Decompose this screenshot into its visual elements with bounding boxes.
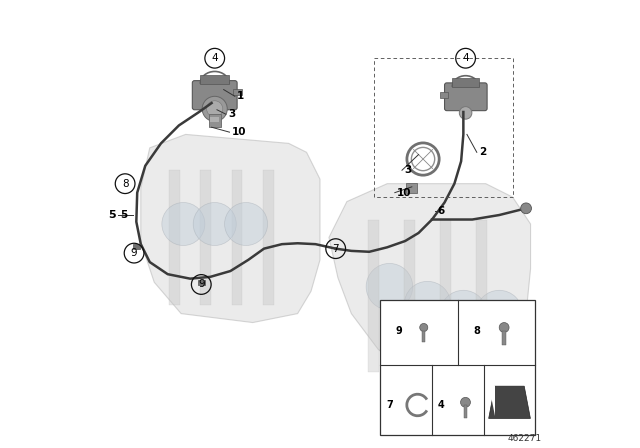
Bar bbox=[502, 331, 506, 345]
Bar bbox=[233, 89, 243, 95]
Text: 4: 4 bbox=[211, 53, 218, 63]
Text: 10: 10 bbox=[232, 127, 246, 137]
Polygon shape bbox=[141, 134, 320, 323]
Bar bbox=[476, 220, 486, 372]
Text: 7: 7 bbox=[332, 244, 339, 254]
Text: 9: 9 bbox=[198, 280, 205, 289]
Bar bbox=[440, 220, 451, 372]
Bar bbox=[232, 170, 243, 305]
Bar bbox=[263, 170, 274, 305]
FancyBboxPatch shape bbox=[193, 81, 237, 110]
Text: 4: 4 bbox=[438, 400, 444, 410]
Bar bbox=[440, 92, 448, 98]
Text: 6: 6 bbox=[437, 206, 445, 215]
Circle shape bbox=[366, 263, 413, 310]
Circle shape bbox=[404, 281, 451, 328]
Polygon shape bbox=[452, 78, 479, 87]
Text: 5: 5 bbox=[109, 210, 116, 220]
Polygon shape bbox=[489, 386, 495, 416]
Text: 4: 4 bbox=[462, 53, 469, 63]
Text: 3: 3 bbox=[228, 109, 236, 119]
Text: 5: 5 bbox=[120, 210, 127, 220]
Circle shape bbox=[461, 397, 470, 407]
Text: 8: 8 bbox=[473, 326, 480, 336]
Bar bbox=[380, 300, 535, 435]
Text: 7: 7 bbox=[387, 400, 394, 410]
Polygon shape bbox=[329, 184, 531, 381]
Bar bbox=[406, 183, 417, 193]
Bar bbox=[169, 170, 180, 305]
Circle shape bbox=[499, 323, 509, 332]
Text: 462271: 462271 bbox=[508, 434, 541, 443]
Bar bbox=[210, 117, 219, 122]
Circle shape bbox=[162, 202, 205, 246]
Text: 10: 10 bbox=[397, 188, 412, 198]
Bar bbox=[200, 170, 211, 305]
Bar bbox=[422, 331, 425, 342]
Text: 8: 8 bbox=[122, 179, 129, 189]
Bar bbox=[404, 220, 415, 372]
Circle shape bbox=[476, 290, 522, 337]
Circle shape bbox=[420, 323, 428, 332]
Text: 3: 3 bbox=[404, 165, 412, 175]
Text: 9: 9 bbox=[396, 326, 403, 336]
Text: 9: 9 bbox=[131, 248, 138, 258]
Circle shape bbox=[521, 203, 531, 214]
Bar bbox=[209, 114, 221, 127]
Polygon shape bbox=[489, 386, 531, 418]
Circle shape bbox=[440, 290, 486, 337]
Polygon shape bbox=[200, 75, 229, 84]
FancyBboxPatch shape bbox=[445, 83, 487, 111]
Text: 1: 1 bbox=[237, 91, 244, 101]
Text: 2: 2 bbox=[479, 147, 486, 157]
Bar bbox=[369, 220, 379, 372]
Bar bbox=[198, 280, 205, 285]
Circle shape bbox=[460, 107, 472, 119]
Circle shape bbox=[225, 202, 268, 246]
Circle shape bbox=[193, 202, 236, 246]
Bar bbox=[132, 244, 140, 249]
Circle shape bbox=[207, 101, 223, 117]
Circle shape bbox=[202, 96, 227, 121]
Bar bbox=[464, 405, 467, 418]
